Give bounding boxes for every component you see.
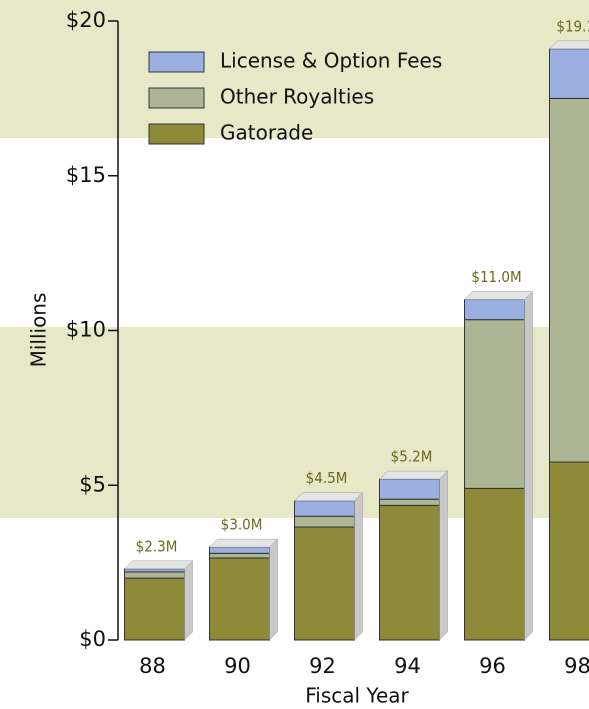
x-axis-title: Fiscal Year — [305, 684, 409, 708]
bar-top — [463, 291, 534, 300]
bar-segment — [124, 568, 185, 573]
y-tick-label: $0 — [79, 627, 106, 651]
bar-segment — [124, 571, 185, 579]
bar-segment — [379, 504, 440, 641]
x-tick-label: 90 — [224, 654, 251, 678]
x-tick-label: 92 — [309, 654, 336, 678]
bar-side — [269, 538, 278, 641]
x-tick-label: 88 — [139, 654, 166, 678]
bar-segment — [379, 478, 440, 500]
total-label: $3.0M — [221, 516, 263, 534]
bar-side — [184, 560, 193, 641]
bar-segment — [294, 526, 355, 641]
y-axis-title: Millions — [27, 293, 51, 368]
bar-top — [378, 470, 449, 480]
bar-side — [439, 470, 448, 641]
bar-top — [123, 560, 194, 570]
bar-segment — [209, 557, 270, 641]
bar-segment — [209, 552, 270, 559]
total-label: $11.0M — [471, 268, 521, 286]
x-tick-label: 94 — [394, 654, 421, 678]
bar-segment — [549, 48, 589, 99]
bar-segment — [549, 461, 589, 641]
bar-segment — [464, 487, 525, 641]
legend-swatch — [148, 87, 205, 109]
total-label: $19.1M — [556, 17, 589, 35]
y-tick-label: $20 — [66, 8, 106, 32]
bar-top — [548, 40, 589, 50]
y-tick-label: $15 — [66, 163, 106, 187]
bar-segment — [209, 546, 270, 554]
total-label: $2.3M — [136, 537, 178, 555]
bar-segment — [294, 500, 355, 517]
total-label: $5.2M — [391, 448, 433, 466]
bar-top — [208, 538, 279, 548]
legend-label: Gatorade — [220, 121, 313, 145]
bar-segment — [549, 97, 589, 463]
x-tick-label: 98 — [564, 654, 589, 678]
bar-segment — [464, 319, 525, 489]
bar-side — [354, 492, 363, 641]
x-tick-label: 96 — [479, 654, 506, 678]
bar-top — [293, 492, 364, 501]
y-tick-label: $5 — [79, 472, 106, 496]
legend-label: Other Royalties — [220, 85, 374, 109]
bar-side — [524, 290, 533, 641]
bar-segment — [464, 299, 525, 321]
legend-label: License & Option Fees — [220, 49, 442, 73]
bar-segment — [294, 515, 355, 528]
background-band — [0, 0, 589, 138]
bar-segment — [124, 577, 185, 641]
legend-swatch — [148, 123, 205, 145]
legend-swatch — [148, 51, 205, 73]
y-tick-label: $10 — [66, 318, 106, 342]
bar-segment — [379, 498, 440, 506]
total-label: $4.5M — [306, 469, 348, 487]
